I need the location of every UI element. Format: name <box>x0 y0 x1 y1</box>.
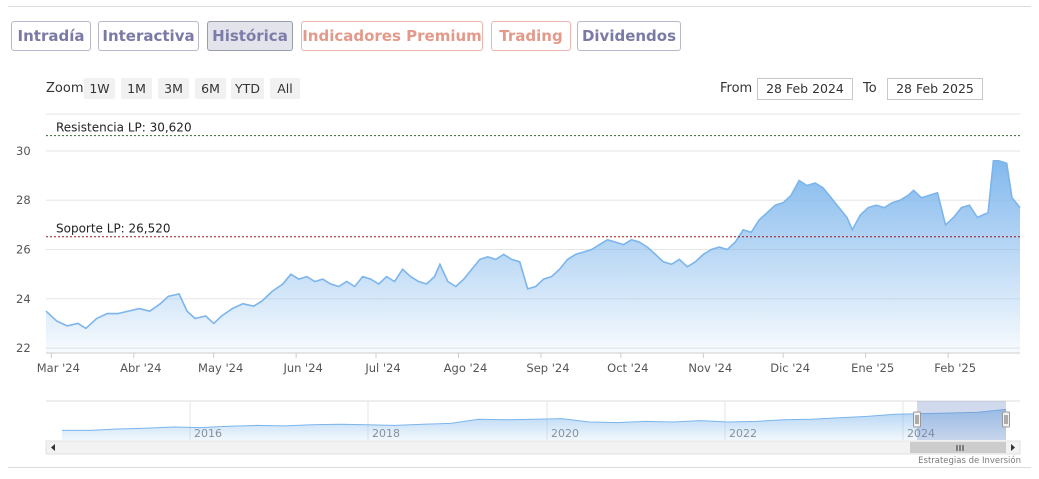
x-tick-label: Jun '24 <box>282 361 322 375</box>
tab-dividendos[interactable]: Dividendos <box>577 21 681 51</box>
zoom-1m-button[interactable]: 1M <box>121 78 152 99</box>
date-range: From 28 Feb 2024 To 28 Feb 2025 <box>720 78 1020 100</box>
y-tick-label: 22 <box>16 341 31 355</box>
y-tick-label: 28 <box>16 193 31 207</box>
y-tick-label: 26 <box>16 243 31 257</box>
from-label: From <box>720 81 753 96</box>
zoom-6m-button[interactable]: 6M <box>195 78 226 99</box>
bottom-divider <box>8 467 1031 468</box>
tab-trading[interactable]: Trading <box>491 21 571 51</box>
y-tick-label: 24 <box>16 292 31 306</box>
scroll-left-icon[interactable] <box>51 444 55 451</box>
price-line <box>45 160 1021 330</box>
y-tick-label: 30 <box>16 144 31 158</box>
scrollbar-track[interactable] <box>45 440 1021 455</box>
x-tick-label: Abr '24 <box>120 361 161 375</box>
from-date-input[interactable]: 28 Feb 2024 <box>757 78 853 100</box>
zoom-1w-button[interactable]: 1W <box>84 78 115 99</box>
scroll-right-icon[interactable] <box>1011 444 1015 451</box>
navigator-left-handle[interactable] <box>913 411 921 428</box>
x-tick-label: Ene '25 <box>851 361 894 375</box>
navigator-line <box>62 408 1007 431</box>
to-date-input[interactable]: 28 Feb 2025 <box>887 78 983 100</box>
price-area <box>46 160 1020 353</box>
top-divider <box>8 6 1031 7</box>
tab-intradia[interactable]: Intradía <box>11 21 91 51</box>
to-label: To <box>863 81 877 96</box>
x-tick-label: Nov '24 <box>688 361 732 375</box>
x-tick-label: Sep '24 <box>526 361 569 375</box>
x-tick-label: Jul '24 <box>364 361 400 375</box>
support-label: Soporte LP: 26,520 <box>56 222 171 236</box>
zoom-label: Zoom <box>46 81 84 96</box>
zoom-3m-button[interactable]: 3M <box>158 78 189 99</box>
tab-historica[interactable]: Histórica <box>207 21 293 51</box>
scrollbar-thumb[interactable] <box>910 442 1006 453</box>
x-tick-label: Ago '24 <box>444 361 488 375</box>
tab-interactiva[interactable]: Interactiva <box>98 21 199 51</box>
x-tick-label: Dic '24 <box>770 361 810 375</box>
x-tick-label: Oct '24 <box>607 361 648 375</box>
resistance-label: Resistencia LP: 30,620 <box>56 121 192 135</box>
navigator-selection[interactable] <box>917 401 1006 440</box>
zoom-all-button[interactable]: All <box>270 78 300 99</box>
navigator-area <box>62 409 1006 440</box>
x-tick-label: Feb '25 <box>934 361 976 375</box>
tab-indicadores-premium[interactable]: Indicadores Premium <box>301 21 483 51</box>
zoom-ytd-button[interactable]: YTD <box>231 78 264 99</box>
credits-text: Estrategias de Inversión <box>918 456 1021 466</box>
x-tick-label: May '24 <box>198 361 243 375</box>
navigator-right-handle[interactable] <box>1002 411 1010 428</box>
x-tick-label: Mar '24 <box>37 361 80 375</box>
